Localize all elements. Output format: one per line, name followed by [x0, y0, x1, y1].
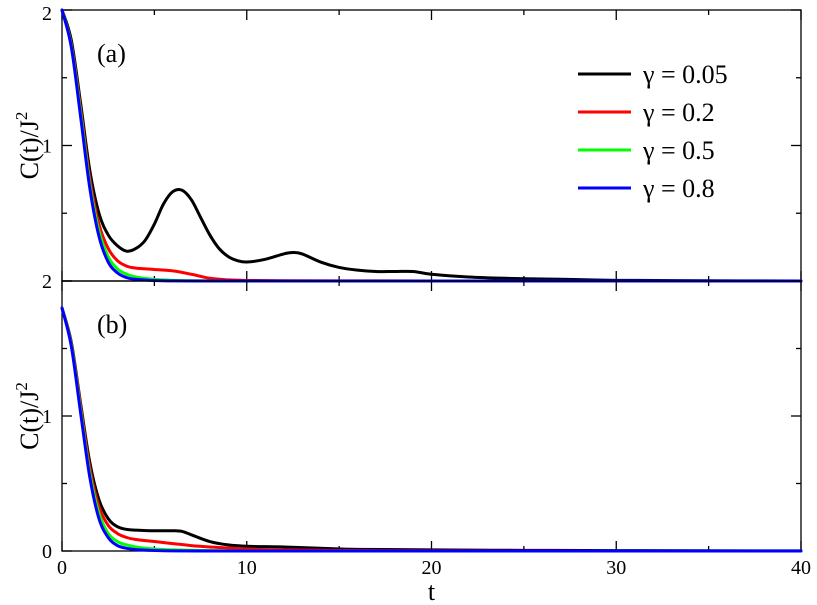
y-tick-label: 2: [42, 271, 52, 293]
legend-label: γ = 0.5: [642, 136, 715, 165]
legend-label: γ = 0.2: [642, 98, 715, 127]
y-axis-title-superscript: 2: [12, 382, 31, 391]
series-line-0: [60, 306, 803, 553]
plot-frame: [61, 280, 802, 552]
x-tick-label: 10: [237, 557, 257, 579]
y-axis-title: C(t)/J2: [12, 112, 44, 180]
legend-label: γ = 0.05: [642, 60, 728, 89]
y-tick-label: 1: [42, 136, 52, 158]
x-tick-label: 0: [57, 557, 67, 579]
y-axis-title-text: C(t)/J: [15, 391, 44, 450]
y-axis-title-superscript: 2: [12, 112, 31, 121]
series-line-2: [60, 306, 803, 553]
panel-label: (b): [97, 310, 127, 339]
panel-b: 0 10 20 30 40 0 1C(t)/J2 t (b): [12, 280, 811, 605]
panel-label: (a): [97, 39, 126, 68]
x-tick-label: 30: [606, 557, 626, 579]
y-tick-label: 0: [42, 541, 52, 563]
y-tick-label: 1: [42, 406, 52, 428]
series-line-0: [60, 8, 803, 283]
x-tick-label: 20: [422, 557, 442, 579]
series-line-3: [60, 306, 803, 553]
y-axis-title-text: C(t)/J: [15, 120, 44, 179]
y-tick-label: 2: [42, 3, 52, 25]
x-tick-label: 40: [791, 557, 811, 579]
legend-label: γ = 0.8: [642, 174, 715, 203]
series-line-1: [60, 306, 803, 553]
x-axis-title: t: [428, 577, 436, 605]
y-axis-title: C(t)/J2: [12, 382, 44, 450]
